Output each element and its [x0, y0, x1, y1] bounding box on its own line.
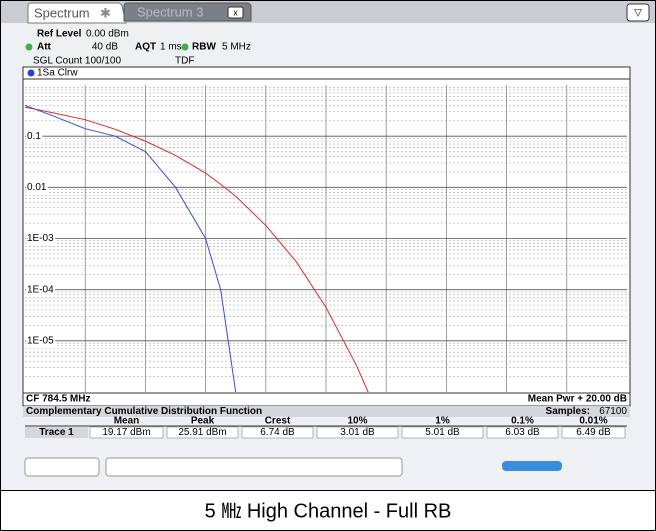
cell [401, 426, 484, 439]
menu-button[interactable] [626, 3, 650, 22]
column-header: 0.01% [579, 416, 607, 427]
cell-text: 6.74 dB [260, 427, 295, 438]
trace-line [25, 104, 237, 392]
setting-value: 40 dB [92, 42, 118, 53]
tick-label-bg [26, 181, 48, 193]
y-tick-label: 1E-03 [27, 233, 54, 244]
cell-text: 5.01 dB [425, 427, 460, 438]
tick-label-bg [26, 284, 56, 296]
setting-value: 1 ms [160, 42, 182, 53]
column-header: 10% [347, 416, 367, 427]
tab[interactable] [123, 2, 252, 22]
tab[interactable] [27, 2, 127, 24]
progress-bar [502, 461, 562, 471]
samples-value: 67100 [599, 406, 627, 417]
table-title: Complementary Cumulative Distribution Fu… [26, 406, 262, 417]
setting-label: AQT [135, 42, 156, 53]
setting-label: RBW [192, 42, 216, 53]
trace-dot [27, 69, 35, 77]
trace-label: 1Sa Clrw [37, 68, 78, 79]
cell-text: 25.91 dBm [178, 427, 226, 438]
close-button[interactable] [227, 6, 244, 19]
cell-text: 19.17 dBm [102, 427, 150, 438]
cell-text: Trace 1 [39, 427, 74, 438]
tab-label: Spectrum [34, 5, 90, 20]
trace-line [25, 106, 369, 392]
y-tick-label: 1E-04 [27, 284, 54, 295]
sweep-count: SGL Count 100/100 [33, 56, 121, 67]
setting-label: Ref Level [37, 29, 82, 40]
x-end-label: Mean Pwr + 20.00 dB [528, 394, 627, 405]
cell [486, 426, 559, 439]
column-header: 1% [435, 416, 450, 427]
result-table: Mean Peak Crest 10% 1% 0.1% 0.01% Trace 1 19.17 … [25, 416, 627, 439]
column-header: 0.1% [511, 416, 534, 427]
cell-text: 3.01 dB [340, 427, 375, 438]
column-header: Mean [114, 416, 140, 427]
cell [316, 426, 399, 439]
table-title-bar [23, 406, 630, 417]
column-header: Peak [191, 416, 215, 427]
cell [166, 426, 239, 439]
status-dot [181, 43, 189, 51]
cell-text: 6.03 dB [505, 427, 540, 438]
setting-label: Att [37, 42, 52, 53]
tick-label-bg [26, 335, 56, 347]
setting-value: 5 MHz [222, 42, 251, 53]
plot [25, 85, 627, 392]
status-dot [25, 43, 33, 51]
x-start-label: CF 784.5 MHz [26, 394, 90, 405]
y-tick-label: 0.1 [27, 131, 41, 142]
tab-label: Spectrum 3 [137, 4, 203, 19]
cell [241, 426, 314, 439]
detector: TDF [175, 56, 194, 67]
cell-text: 6.49 dB [576, 427, 611, 438]
row-label-bg [25, 427, 88, 438]
samples-label: Samples: [546, 406, 590, 417]
column-header: Crest [265, 416, 291, 427]
tick-label-bg [26, 130, 43, 142]
y-tick-label: 0.01 [27, 182, 47, 193]
setting-value: 0.00 dBm [86, 29, 129, 40]
status-field [105, 457, 403, 477]
tick-label-bg [26, 233, 56, 245]
pin-icon: ✱ [100, 5, 111, 20]
y-tick-label: 1E-05 [27, 335, 54, 346]
caption: 5 ㎒ High Channel - Full RB [205, 500, 452, 522]
menu-icon: ▽ [634, 8, 642, 19]
close-icon: x [233, 7, 238, 17]
cell [89, 426, 164, 439]
cell [561, 426, 626, 439]
status-field [24, 457, 100, 477]
